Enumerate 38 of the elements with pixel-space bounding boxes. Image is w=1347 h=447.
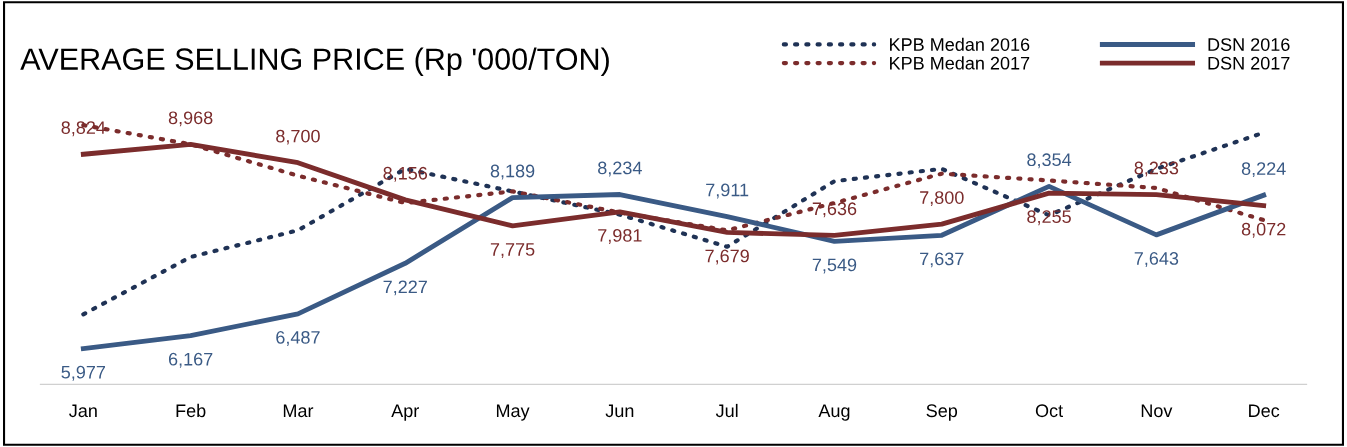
data-label: 8,224: [1241, 162, 1286, 178]
data-label: 8,968: [168, 111, 213, 127]
data-label: 8,072: [1241, 222, 1286, 238]
legend-label: KPB Medan 2017: [890, 56, 1030, 70]
x-tick-label: Jun: [605, 404, 634, 418]
data-label: 7,227: [383, 280, 427, 296]
data-label: 5,977: [61, 365, 106, 381]
data-label: 8,189: [490, 164, 535, 180]
x-tick-label: Mar: [283, 404, 314, 418]
data-label: 7,549: [812, 258, 857, 274]
x-tick-label: May: [496, 404, 530, 421]
x-tick-label: Jan: [69, 404, 97, 418]
x-tick-label: Apr: [391, 404, 419, 421]
data-label: 7,981: [598, 228, 642, 244]
x-tick-label: Nov: [1141, 404, 1173, 418]
x-tick-label: Dec: [1249, 404, 1280, 418]
x-tick-label: Oct: [1035, 404, 1063, 418]
data-label: 8,700: [276, 129, 320, 145]
chart-title: AVERAGE SELLING PRICE (Rp '000/TON): [20, 47, 609, 76]
data-label: 7,637: [920, 252, 964, 268]
data-label: 8,156: [383, 166, 428, 182]
x-tick-label: Jul: [715, 403, 738, 418]
data-label: 7,800: [920, 191, 964, 207]
data-label: 7,679: [705, 249, 749, 265]
legend-label: DSN 2016: [1208, 38, 1290, 51]
data-label: 8,234: [598, 161, 642, 177]
x-tick-label: Aug: [818, 404, 850, 421]
legend-label: DSN 2017: [1208, 56, 1290, 70]
x-tick-label: Feb: [176, 403, 206, 418]
legend-label: KPB Medan 2016: [890, 37, 1030, 51]
x-tick-label: Sep: [926, 404, 958, 421]
data-label: 6,167: [168, 352, 213, 368]
data-label: 7,775: [490, 243, 535, 258]
data-label: 7,911: [706, 183, 749, 199]
data-label: 6,487: [276, 330, 320, 346]
data-label: 7,643: [1134, 252, 1179, 267]
data-label: 8,354: [1027, 153, 1072, 169]
data-label: 8,255: [1027, 210, 1071, 226]
